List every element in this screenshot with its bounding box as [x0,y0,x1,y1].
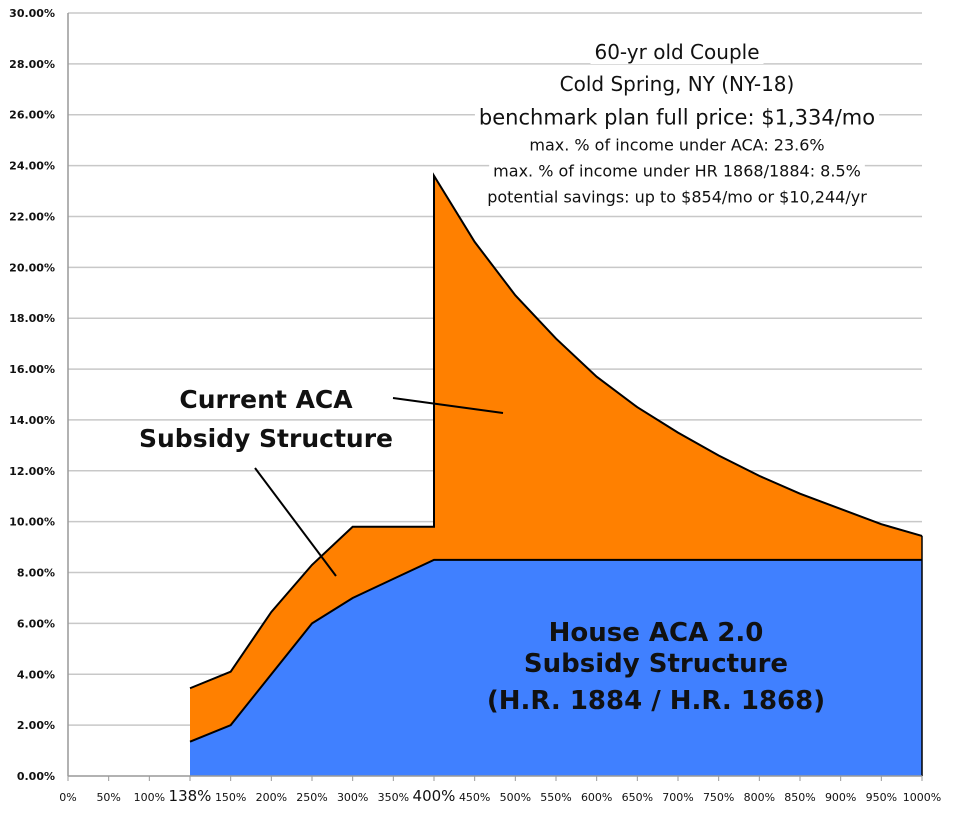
y-tick-label: 18.00% [9,312,55,325]
y-tick-label: 24.00% [9,160,55,173]
x-tick-label: 150% [215,791,246,804]
y-tick-label: 30.00% [9,7,55,20]
y-tick-label: 16.00% [9,363,55,376]
aca-pointer-line [254,467,337,577]
aca-pointer-line [392,397,504,414]
y-tick-label: 26.00% [9,109,55,122]
x-tick-label: 800% [744,791,775,804]
x-tick-label: 900% [825,791,856,804]
y-tick-label: 6.00% [17,617,55,630]
info-text-line: 60-yr old Couple [594,40,759,64]
x-tick-label: 450% [459,791,490,804]
y-tick-label: 14.00% [9,414,55,427]
info-text-bg [555,72,799,96]
x-tick-label: 550% [540,791,571,804]
y-tick-label: 2.00% [17,719,55,732]
info-text-line: max. % of income under HR 1868/1884: 8.5… [493,162,861,181]
y-tick-label: 22.00% [9,210,55,223]
x-tick-label: 350% [378,791,409,804]
info-text-line: Cold Spring, NY (NY-18) [560,72,795,96]
x-tick-label: 300% [337,791,368,804]
x-tick-label: 700% [662,791,693,804]
x-tick-label: 138% [169,787,212,805]
house-annotation-line: (H.R. 1884 / H.R. 1868) [487,686,825,716]
x-tick-label: 1000% [903,791,941,804]
x-tick-label: 250% [296,791,327,804]
x-tick-label: 0% [59,791,76,804]
x-tick-label: 950% [866,791,897,804]
x-tick-label: 500% [500,791,531,804]
house-annotation-line: House ACA 2.0 [549,618,764,648]
y-tick-label: 10.00% [9,516,55,529]
info-text-line: max. % of income under ACA: 23.6% [529,136,824,155]
info-text-bg [483,187,872,207]
info-text-bg [590,40,764,64]
x-tick-label: 850% [784,791,815,804]
y-tick-label: 0.00% [17,770,55,783]
info-text-bg [525,135,829,155]
line-series-1 [189,558,922,743]
info-text-line: potential savings: up to $854/mo or $10,… [487,188,867,207]
info-text-bg [489,161,865,181]
info-text-bg [474,105,880,130]
area-series-1 [190,559,922,776]
aca-annotation-line: Subsidy Structure [139,424,393,453]
x-tick-label: 650% [622,791,653,804]
x-tick-label: 600% [581,791,612,804]
y-tick-label: 28.00% [9,58,55,71]
x-tick-label: 50% [96,791,120,804]
info-text-line: benchmark plan full price: $1,334/mo [479,105,875,129]
line-series-0 [189,172,923,690]
y-tick-label: 12.00% [9,465,55,478]
house-annotation-line: Subsidy Structure [524,649,788,679]
aca-annotation-line: Current ACA [179,385,353,414]
y-tick-label: 20.00% [9,261,55,274]
x-tick-label: 200% [256,791,287,804]
y-tick-label: 4.00% [17,668,55,681]
x-tick-label: 100% [134,791,165,804]
x-tick-label: 750% [703,791,734,804]
y-tick-label: 8.00% [17,567,55,580]
x-tick-label: 400% [413,787,456,805]
